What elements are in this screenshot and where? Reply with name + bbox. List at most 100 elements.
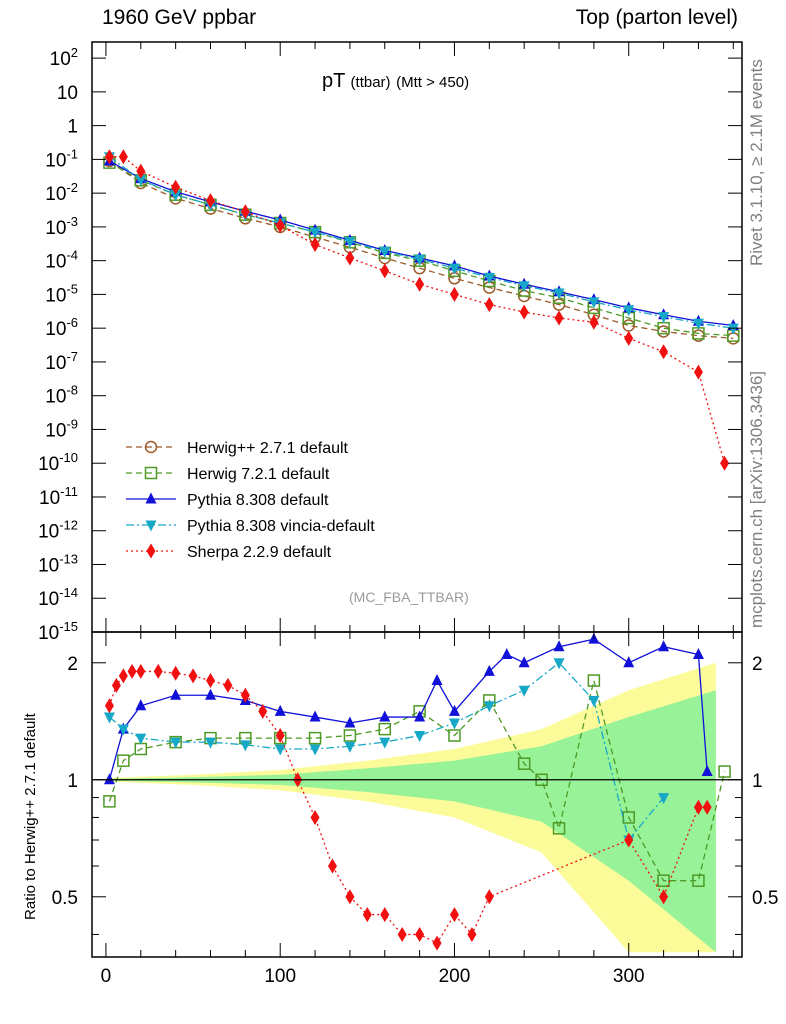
main-series-3-point (483, 272, 495, 284)
ratio-series-2-point (103, 712, 115, 724)
ratio-series-3-point (223, 677, 233, 693)
ratio-series-2-point (379, 737, 391, 749)
ratio-series-0-point (692, 874, 705, 887)
ratio-y-tick-label-right: 1 (752, 771, 763, 792)
main-series-4-point (519, 304, 529, 320)
ratio-series-2-point (239, 740, 251, 752)
main-series-3-point (170, 190, 182, 202)
main-y-tick-label: 10-6 (45, 315, 78, 340)
ratio-series-3-point (205, 673, 215, 689)
ratio-series-0-point (308, 731, 322, 745)
main-y-tick-label: 1 (67, 117, 78, 138)
ratio-y-tick-label-left: 2 (67, 654, 78, 675)
main-series-4-point (659, 344, 669, 360)
ratio-uncertainty-bands (105, 662, 716, 953)
main-series-3-point (727, 323, 739, 335)
main-series-4-point (720, 455, 730, 471)
ratio-series-2-point (448, 718, 460, 730)
main-y-tick-label: 10-7 (45, 349, 78, 374)
main-y-tick-label: 10-9 (45, 416, 78, 441)
ratio-series-1-point (135, 699, 147, 711)
ratio-series-0-point (448, 729, 461, 742)
main-series-4-point (415, 276, 425, 292)
ratio-y-tick-label-left: 0.5 (52, 888, 78, 909)
legend-label: Herwig 7.2.1 default (187, 466, 330, 483)
ratio-series-3-point (127, 663, 137, 679)
main-series-4-point (205, 193, 215, 209)
rivet-label: Rivet 3.1.10, ≥ 2.1M events (747, 59, 766, 266)
ratio-series-line-1 (108, 638, 708, 780)
ratio-series-3-point (136, 663, 146, 679)
ratio-band-inner (105, 690, 716, 953)
ratio-series-1-point (274, 704, 286, 716)
ratio-y-axis-label: Ratio to Herwig++ 2.7.1 default (22, 713, 39, 920)
ratio-series-3-point (171, 665, 181, 681)
x-tick-label: 200 (439, 966, 471, 987)
main-series-4-point (171, 179, 181, 195)
ratio-series-3-point (693, 799, 703, 815)
main-series-3-point (588, 297, 600, 309)
main-series-4-point (118, 149, 128, 165)
ratio-series-3-point (415, 926, 425, 942)
main-y-tick-label: 10-13 (38, 551, 78, 576)
main-y-tick-label: 10-15 (38, 619, 78, 644)
plot-title: pT (ttbar) (Mtt > 450) (322, 70, 469, 93)
main-series-4-point (624, 330, 634, 346)
ratio-series-3-point (275, 727, 285, 743)
ratio-series-1-point (623, 656, 635, 668)
x-tick-label: 300 (613, 966, 645, 987)
plot-title-main: pT (322, 70, 345, 92)
main-y-tick-label: 10 (57, 83, 78, 104)
ratio-y-tick-label-right: 0.5 (752, 888, 778, 909)
ratio-series-0-point (657, 874, 670, 887)
main-series-line-3 (109, 156, 734, 329)
main-y-tick-label: 10-4 (45, 248, 78, 273)
x-tick-label: 100 (264, 966, 296, 987)
main-series-line-4 (109, 156, 726, 464)
main-series-3-point (692, 318, 704, 330)
ratio-series-1-point (553, 640, 565, 652)
ratio-series-1-point (518, 656, 530, 668)
main-series-3-point (448, 263, 460, 275)
ratio-plot-frame (91, 631, 743, 958)
legend-marker (146, 543, 156, 559)
ratio-y-tick-label-left: 1 (67, 771, 78, 792)
ratio-series-2-point (170, 737, 182, 749)
ratio-series-3-point (118, 668, 128, 684)
ratio-series-3-point (188, 668, 198, 684)
analysis-watermark: (MC_FBA_TTBAR) (349, 589, 469, 605)
ratio-series-3-point (659, 889, 669, 905)
ratio-series-2-point (588, 695, 600, 707)
ratio-series-2-point (135, 733, 147, 745)
ratio-series-2-point (414, 730, 426, 742)
legend-marker (144, 466, 158, 480)
legend-label: Herwig++ 2.7.1 default (187, 440, 349, 457)
plot-title-cut: (Mtt > 450) (396, 74, 470, 91)
ratio-series-3-point (432, 935, 442, 951)
ratio-series-3-point (397, 926, 407, 942)
ratio-series-2-point (344, 741, 356, 753)
main-series-3-point (518, 281, 530, 293)
main-y-tick-label: 10-12 (38, 518, 78, 543)
main-y-tick-label: 10-2 (45, 180, 78, 205)
ratio-series-2-point (553, 658, 565, 670)
ratio-series-0-point (718, 765, 731, 778)
ratio-series-3-point (104, 698, 114, 714)
ratio-series-3-point (702, 799, 712, 815)
main-series-3-point (658, 312, 670, 324)
ratio-series-3-point (111, 677, 121, 693)
main-series-4-point (136, 163, 146, 179)
ratio-series-1-point (658, 640, 670, 652)
main-y-tick-label: 10-11 (39, 484, 78, 509)
ratio-band-outer (105, 662, 716, 953)
ratio-series-3-point (153, 663, 163, 679)
main-series-4-point (275, 218, 285, 234)
ratio-series-line-2 (109, 661, 665, 842)
main-series-3-point (379, 246, 391, 258)
ratio-y-tick-label-right: 2 (752, 654, 763, 675)
main-series-3-point (623, 305, 635, 317)
ratio-series-2-point (658, 793, 670, 805)
main-series-4-point (240, 204, 250, 220)
legend-marker (145, 492, 157, 504)
legend-label: Pythia 8.308 default (187, 492, 329, 509)
